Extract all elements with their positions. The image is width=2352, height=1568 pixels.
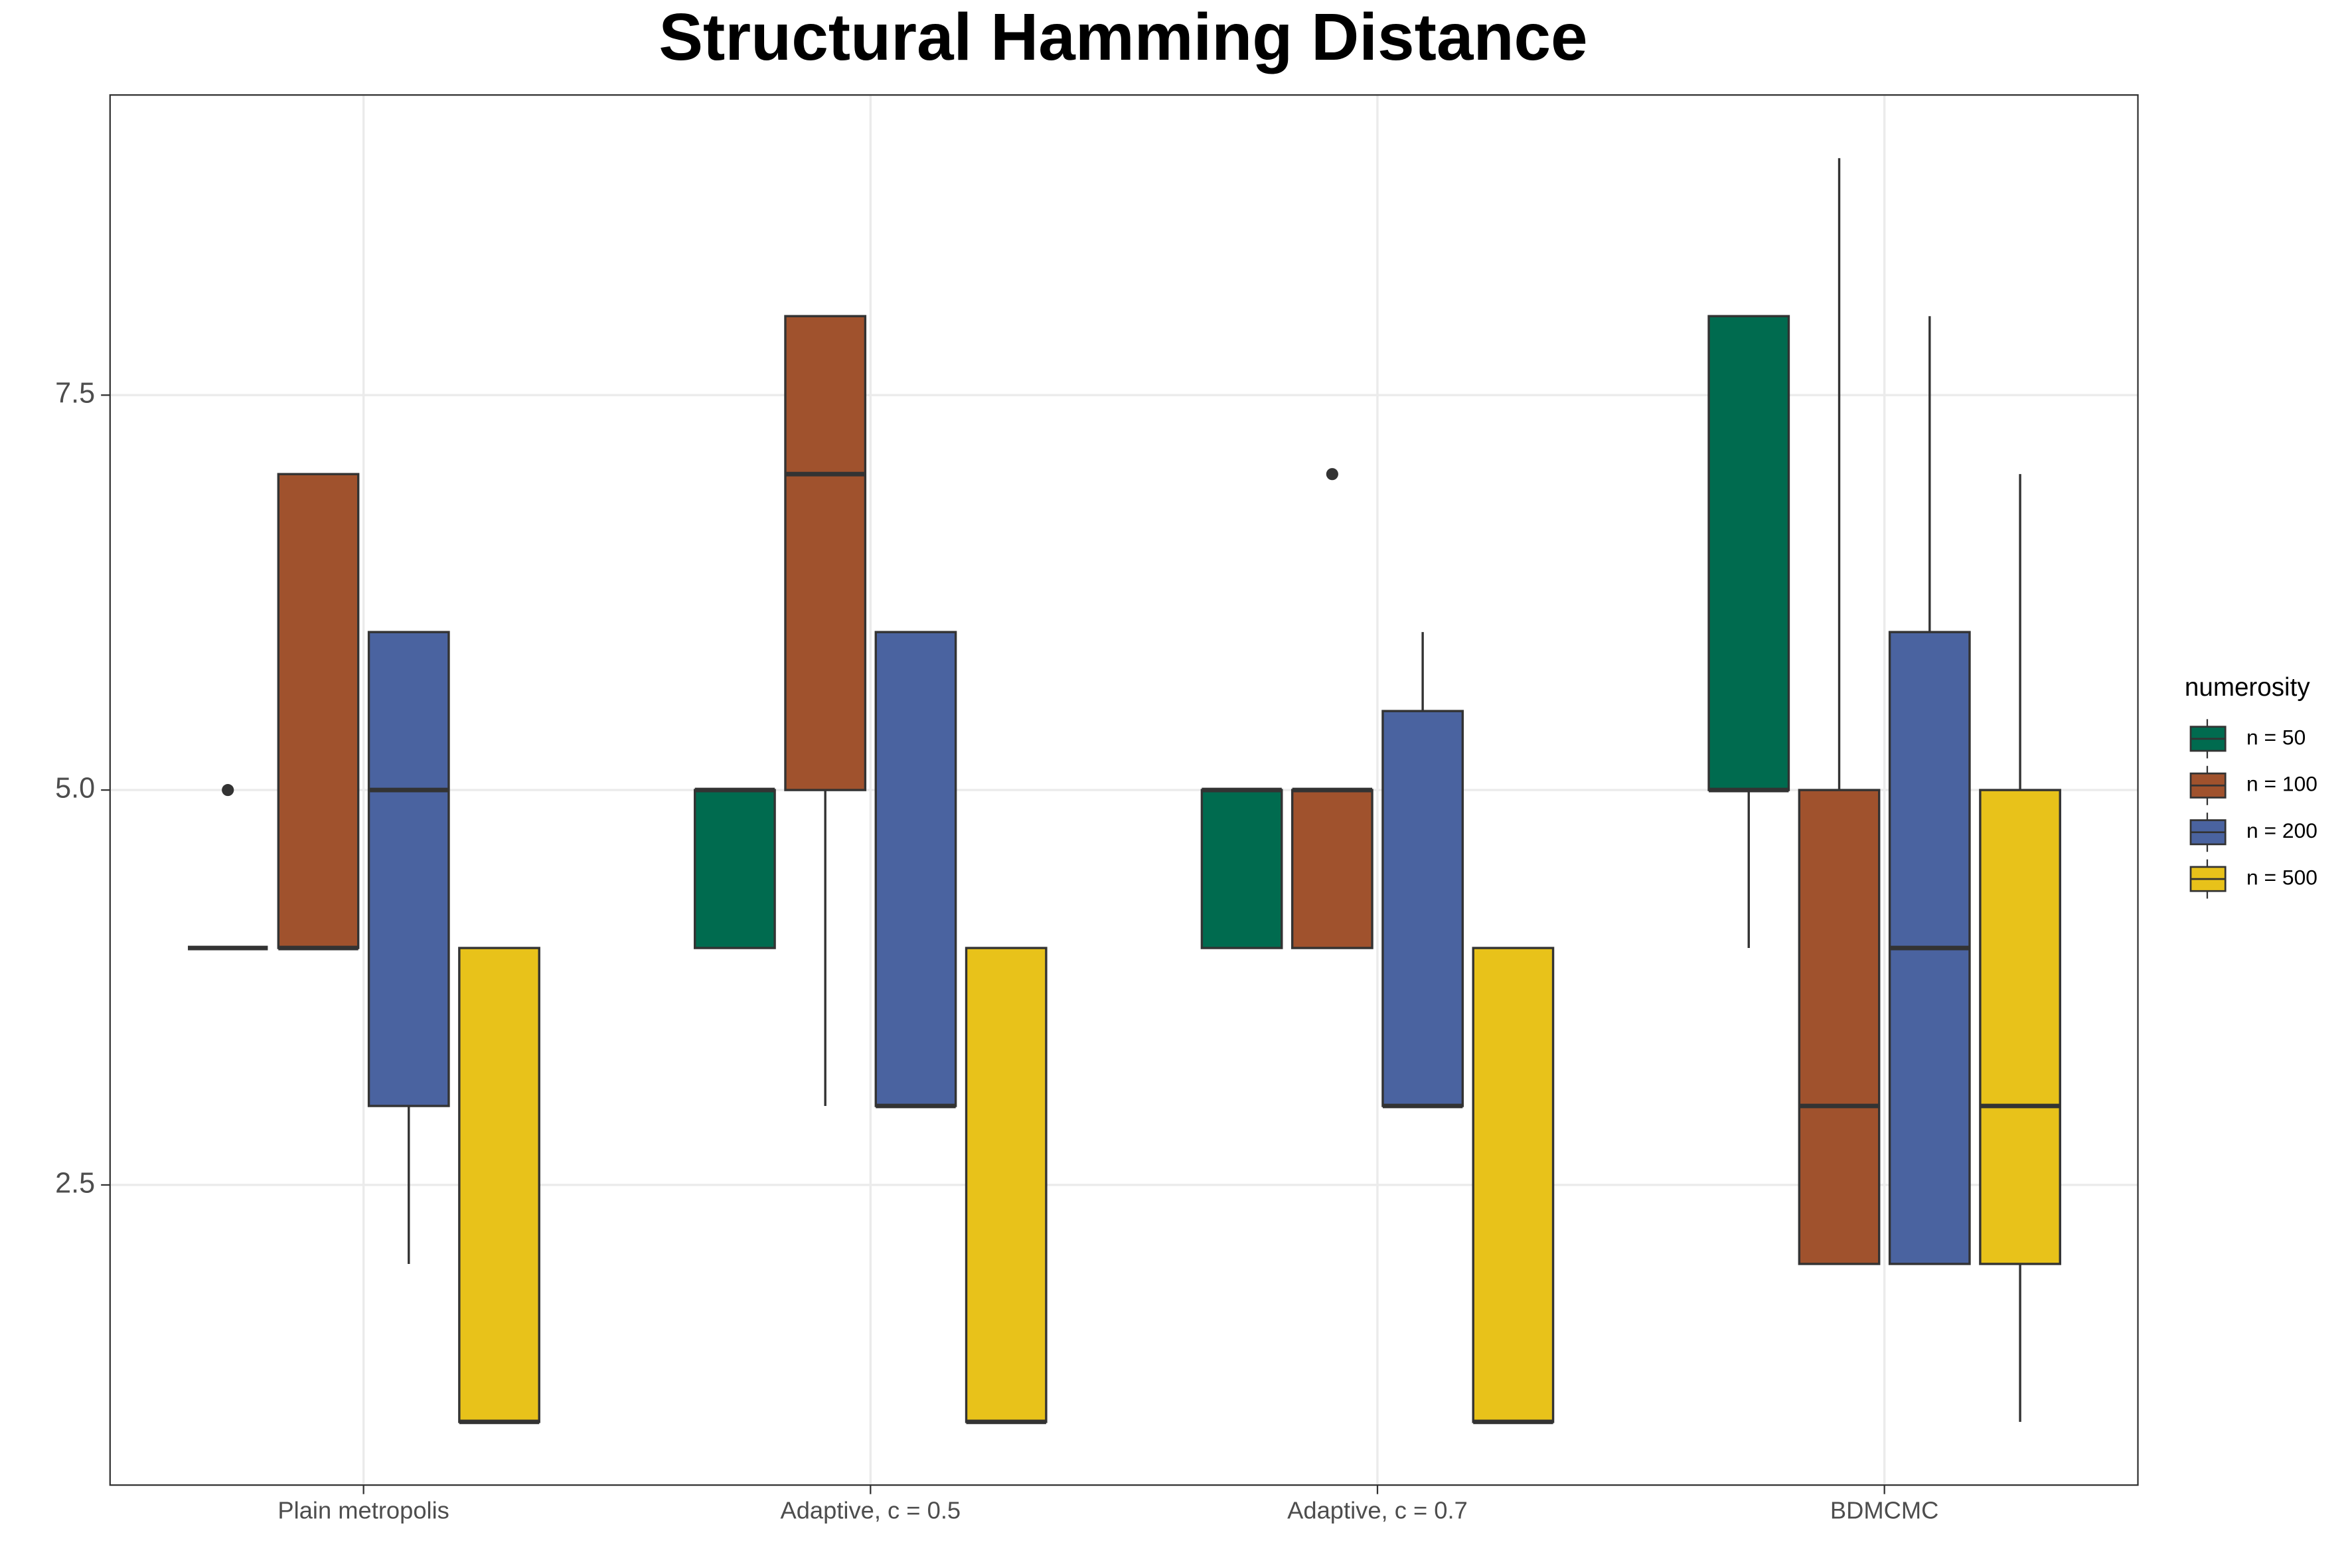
- chart-title: Structural Hamming Distance: [659, 1, 1587, 74]
- panel-border: [109, 94, 2139, 1486]
- legend-label: n = 100: [2246, 772, 2317, 796]
- y-tick-label: 7.5: [55, 378, 95, 410]
- x-tick-label: BDMCMC: [1830, 1497, 1938, 1524]
- legend-label: n = 50: [2246, 725, 2306, 749]
- box: [965, 947, 1048, 1423]
- box: [277, 473, 360, 949]
- box: [1291, 789, 1373, 949]
- y-tick-label: 5.0: [55, 772, 95, 804]
- box: [1472, 947, 1555, 1423]
- box: [458, 947, 540, 1423]
- box: [1798, 789, 1881, 1265]
- box: [874, 631, 957, 1107]
- outlier: [1326, 468, 1338, 481]
- box: [694, 789, 776, 949]
- box: [1979, 789, 2061, 1265]
- x-tick-label: Adaptive, c = 0.7: [1287, 1497, 1468, 1524]
- x-tick-label: Plain metropolis: [277, 1497, 449, 1524]
- y-tick-label: 2.5: [55, 1167, 95, 1199]
- box: [1381, 710, 1464, 1107]
- box: [1200, 789, 1283, 949]
- legend-label: n = 500: [2246, 865, 2317, 889]
- outlier: [222, 784, 234, 797]
- x-tick-label: Adaptive, c = 0.5: [780, 1497, 961, 1524]
- box: [784, 315, 867, 791]
- legend-title: numerosity: [2185, 673, 2310, 702]
- legend-label: n = 200: [2246, 819, 2317, 842]
- box: [367, 631, 450, 1107]
- box: [1707, 315, 1790, 791]
